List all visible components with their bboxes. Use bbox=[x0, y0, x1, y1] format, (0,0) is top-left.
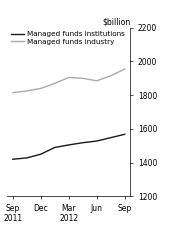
Managed funds industry bbox=[12, 91, 14, 94]
Managed funds institutions bbox=[68, 143, 70, 146]
Managed funds industry bbox=[110, 74, 112, 77]
Legend: Managed funds institutions, Managed funds industry: Managed funds institutions, Managed fund… bbox=[11, 31, 125, 45]
Managed funds institutions bbox=[110, 136, 112, 139]
Managed funds institutions bbox=[82, 141, 84, 144]
Managed funds industry bbox=[96, 79, 98, 82]
Managed funds institutions bbox=[124, 133, 126, 136]
Text: $billion: $billion bbox=[102, 17, 130, 26]
Managed funds institutions bbox=[26, 157, 28, 159]
Line: Managed funds industry: Managed funds industry bbox=[13, 69, 125, 93]
Managed funds industry bbox=[26, 90, 28, 92]
Managed funds industry bbox=[40, 87, 42, 90]
Managed funds industry bbox=[82, 77, 84, 80]
Managed funds institutions bbox=[12, 158, 14, 161]
Managed funds industry bbox=[54, 82, 56, 85]
Managed funds institutions bbox=[96, 140, 98, 143]
Line: Managed funds institutions: Managed funds institutions bbox=[13, 134, 125, 159]
Managed funds industry bbox=[68, 76, 70, 79]
Managed funds institutions bbox=[54, 146, 56, 149]
Managed funds industry bbox=[124, 68, 126, 70]
Managed funds institutions bbox=[40, 153, 42, 156]
